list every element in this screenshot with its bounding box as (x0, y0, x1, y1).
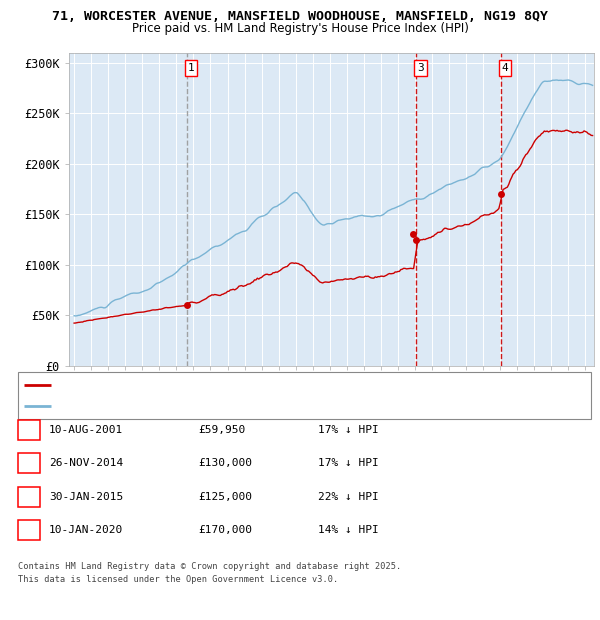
Text: 4: 4 (26, 525, 32, 535)
Text: This data is licensed under the Open Government Licence v3.0.: This data is licensed under the Open Gov… (18, 575, 338, 585)
Text: Price paid vs. HM Land Registry's House Price Index (HPI): Price paid vs. HM Land Registry's House … (131, 22, 469, 35)
Text: £125,000: £125,000 (198, 492, 252, 502)
Text: 3: 3 (417, 63, 424, 73)
Text: £59,950: £59,950 (198, 425, 245, 435)
Text: 30-JAN-2015: 30-JAN-2015 (49, 492, 124, 502)
Text: 17% ↓ HPI: 17% ↓ HPI (318, 458, 379, 468)
Text: 71, WORCESTER AVENUE, MANSFIELD WOODHOUSE, MANSFIELD, NG19 8QY: 71, WORCESTER AVENUE, MANSFIELD WOODHOUS… (52, 10, 548, 23)
Text: 1: 1 (26, 425, 32, 435)
Text: 71, WORCESTER AVENUE, MANSFIELD WOODHOUSE, MANSFIELD, NG19 8QY (detached house): 71, WORCESTER AVENUE, MANSFIELD WOODHOUS… (57, 380, 511, 389)
Text: 4: 4 (502, 63, 508, 73)
Text: 10-JAN-2020: 10-JAN-2020 (49, 525, 124, 535)
Text: 14% ↓ HPI: 14% ↓ HPI (318, 525, 379, 535)
Text: 26-NOV-2014: 26-NOV-2014 (49, 458, 124, 468)
Text: 2: 2 (26, 458, 32, 468)
Text: HPI: Average price, detached house, Mansfield: HPI: Average price, detached house, Mans… (57, 401, 316, 410)
Text: 3: 3 (26, 492, 32, 502)
Text: £170,000: £170,000 (198, 525, 252, 535)
Text: 22% ↓ HPI: 22% ↓ HPI (318, 492, 379, 502)
Text: £130,000: £130,000 (198, 458, 252, 468)
Text: 17% ↓ HPI: 17% ↓ HPI (318, 425, 379, 435)
Text: 10-AUG-2001: 10-AUG-2001 (49, 425, 124, 435)
Text: 1: 1 (188, 63, 194, 73)
Text: Contains HM Land Registry data © Crown copyright and database right 2025.: Contains HM Land Registry data © Crown c… (18, 562, 401, 571)
